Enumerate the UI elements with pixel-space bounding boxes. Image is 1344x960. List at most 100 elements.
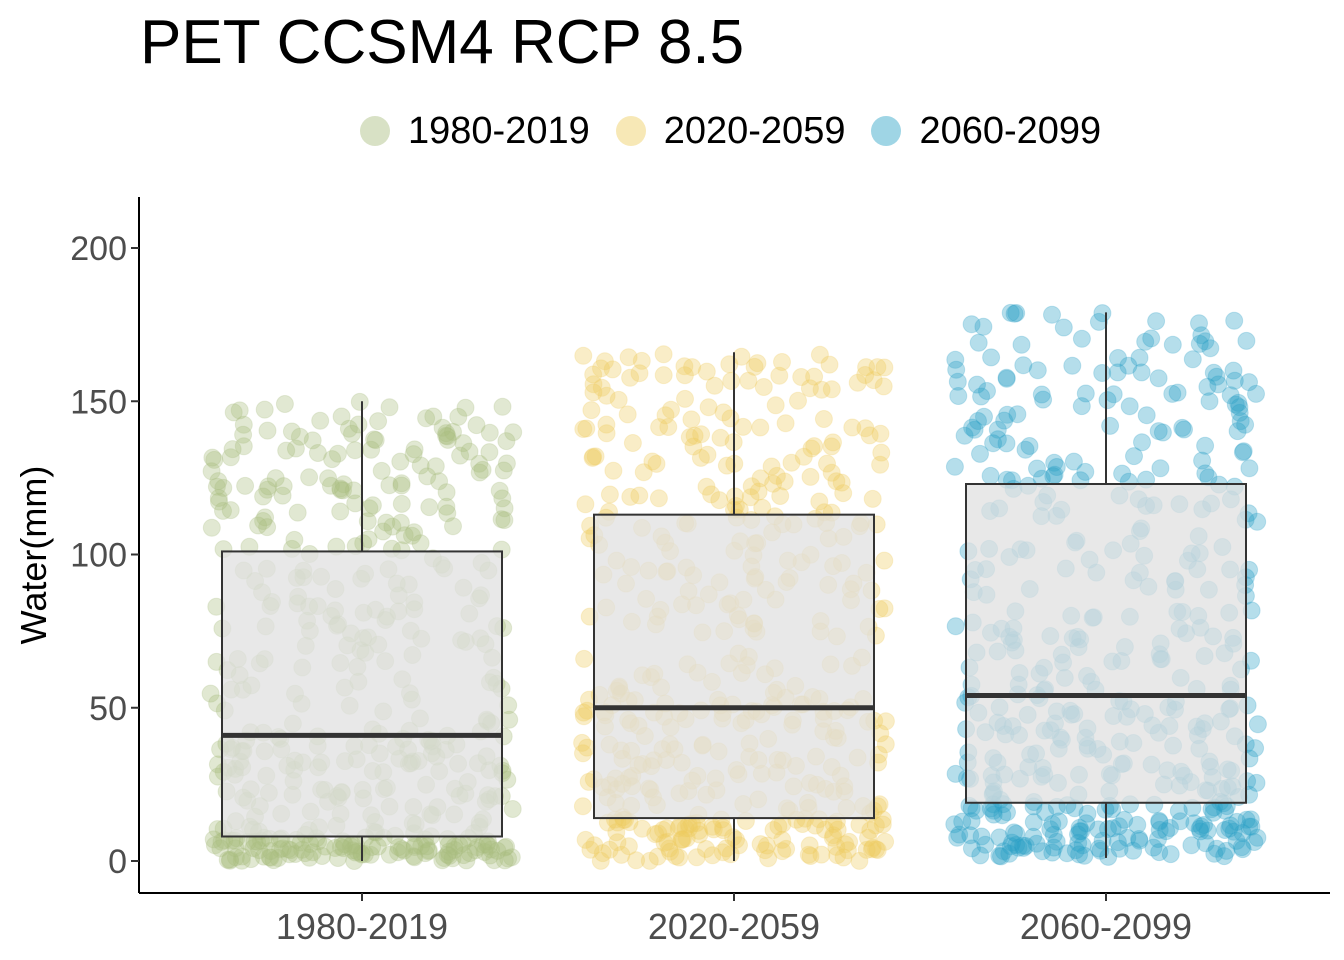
y-tick-label: 150: [70, 383, 127, 421]
data-point: [577, 419, 596, 438]
data-point: [1000, 844, 1019, 863]
data-point: [656, 406, 675, 425]
data-point: [358, 512, 377, 531]
data-point: [698, 445, 717, 464]
data-point: [669, 819, 688, 838]
data-point: [502, 848, 521, 867]
data-point: [818, 454, 836, 473]
data-point: [1034, 390, 1053, 409]
data-point: [334, 839, 353, 858]
data-point: [1077, 814, 1096, 833]
data-point: [475, 843, 494, 861]
data-point: [220, 851, 239, 870]
data-point: [255, 400, 274, 419]
data-point: [863, 838, 882, 857]
data-point: [1228, 422, 1247, 441]
data-point: [692, 425, 711, 444]
data-point: [727, 830, 745, 849]
data-point: [1228, 812, 1246, 831]
data-point: [621, 368, 640, 387]
data-point: [827, 837, 846, 856]
data-point: [953, 812, 972, 831]
data-point: [782, 453, 801, 472]
data-point: [273, 486, 292, 505]
data-point: [876, 712, 895, 731]
data-point: [332, 407, 351, 426]
data-point: [430, 472, 449, 491]
data-point: [962, 839, 981, 858]
data-point: [1163, 384, 1182, 403]
data-point: [585, 836, 604, 855]
data-point: [597, 424, 616, 443]
data-point: [862, 840, 881, 859]
data-point: [834, 484, 853, 503]
data-point: [1078, 804, 1097, 823]
data-point: [741, 488, 760, 507]
data-point: [1196, 436, 1215, 455]
data-point: [1099, 820, 1117, 838]
data-point: [1193, 451, 1212, 470]
data-point: [234, 415, 253, 434]
data-point: [619, 348, 638, 367]
data-point: [981, 466, 1000, 485]
data-point: [717, 456, 736, 475]
data-point: [592, 359, 610, 378]
data-point: [757, 836, 776, 855]
x-tick-label: 2060-2099: [1020, 906, 1192, 947]
data-point: [303, 431, 322, 450]
data-point: [659, 418, 678, 436]
data-point: [988, 430, 1007, 449]
data-point: [269, 849, 288, 867]
data-point: [349, 415, 368, 434]
data-point: [440, 846, 459, 865]
data-point: [612, 845, 631, 864]
data-point: [1221, 816, 1240, 835]
data-point: [369, 412, 388, 431]
data-point: [581, 840, 600, 859]
data-point: [1215, 847, 1234, 866]
data-point: [417, 837, 436, 856]
data-point: [630, 364, 649, 383]
data-point: [676, 819, 695, 838]
data-point: [346, 843, 365, 862]
data-point: [494, 461, 513, 480]
data-point: [574, 707, 593, 726]
data-point: [311, 411, 330, 430]
data-point: [1013, 836, 1032, 855]
data-point: [1192, 817, 1211, 836]
data-point: [584, 365, 603, 384]
data-point: [416, 844, 435, 863]
data-point: [822, 463, 841, 482]
data-point: [244, 839, 263, 858]
data-point: [945, 815, 964, 834]
data-point: [1119, 356, 1138, 375]
data-point: [204, 830, 223, 849]
data-point: [801, 847, 820, 865]
data-point: [211, 839, 230, 858]
data-point: [597, 415, 616, 434]
data-point: [1125, 447, 1143, 466]
data-point: [466, 841, 485, 860]
data-point: [627, 851, 646, 870]
data-point: [1144, 838, 1163, 857]
data-point: [1190, 334, 1209, 353]
data-point: [773, 842, 792, 861]
data-point: [495, 851, 514, 870]
data-point: [419, 842, 438, 861]
data-point: [1014, 356, 1033, 375]
data-point: [261, 842, 280, 860]
data-point: [1225, 371, 1244, 390]
data-point: [654, 366, 673, 385]
data-point: [1149, 830, 1167, 848]
data-point: [1132, 363, 1151, 382]
data-point: [764, 821, 783, 839]
data-point: [499, 849, 518, 868]
data-point: [1241, 810, 1260, 829]
data-point: [326, 839, 345, 857]
data-point: [313, 847, 332, 865]
data-point: [468, 838, 487, 857]
data-point: [449, 407, 468, 426]
data-point: [702, 485, 721, 504]
data-point: [974, 317, 993, 336]
data-point: [1054, 318, 1073, 337]
